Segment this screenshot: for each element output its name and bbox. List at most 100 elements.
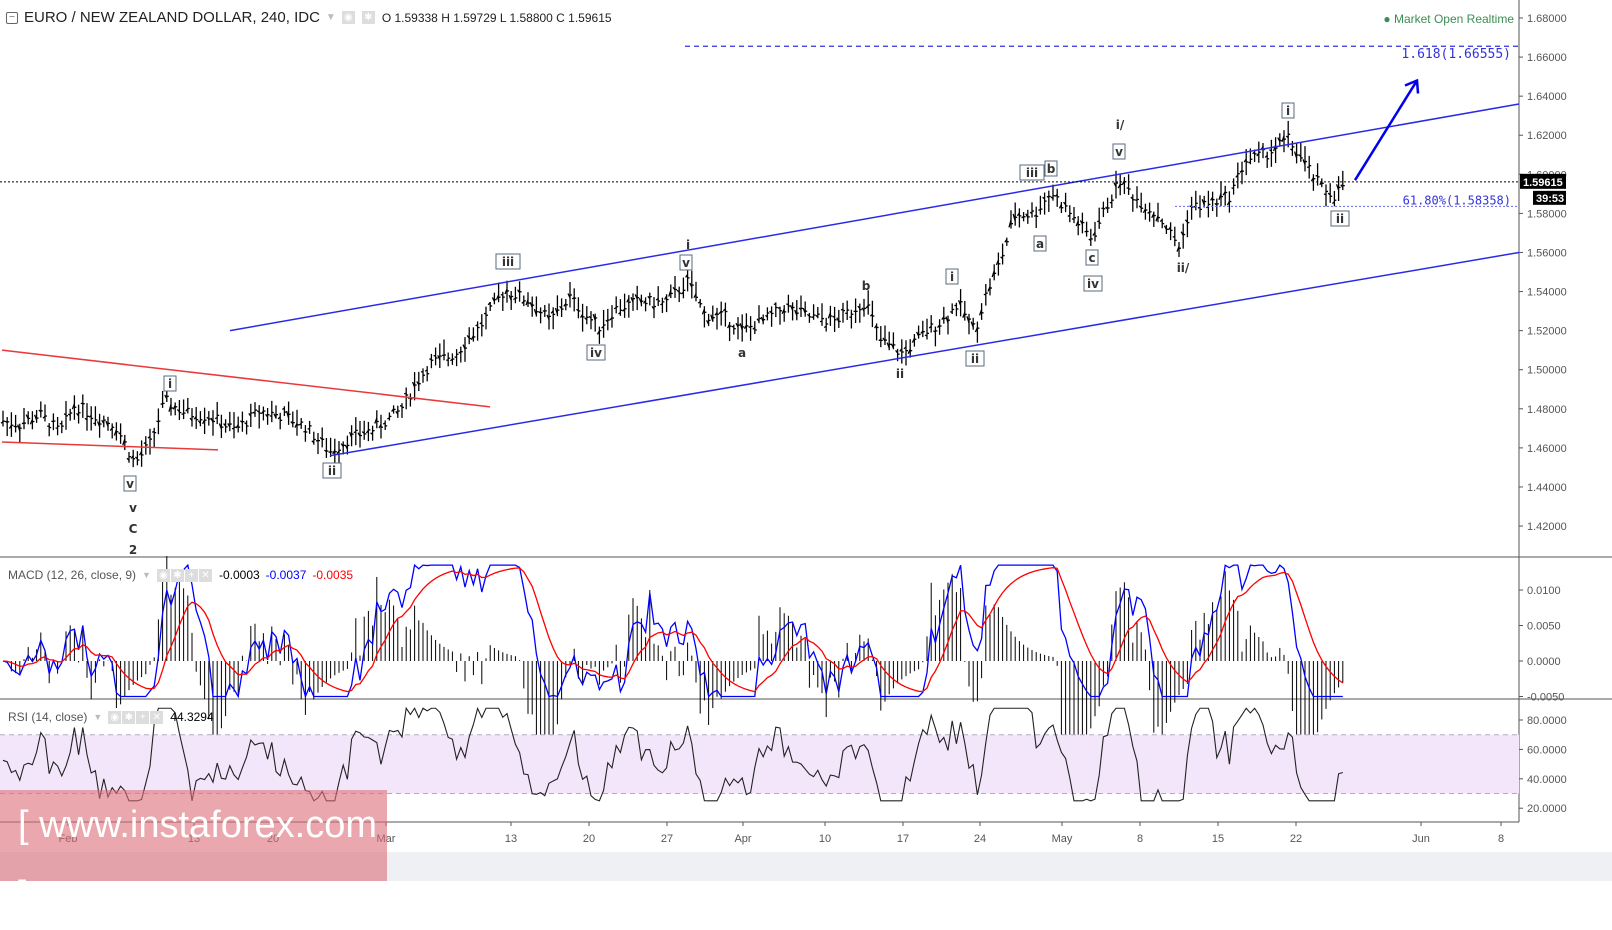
- time-tick-label: 13: [505, 833, 517, 845]
- wave-text: iv: [590, 346, 602, 360]
- plus-icon[interactable]: +: [136, 711, 149, 724]
- wave-label: ii: [896, 367, 904, 381]
- chevron-down-icon[interactable]: ▼: [326, 12, 336, 23]
- macd-tick-label: 0.0000: [1527, 656, 1561, 668]
- wave-text: b: [862, 279, 871, 293]
- wave-label: c: [1086, 250, 1098, 265]
- wave-label: i: [946, 269, 958, 284]
- market-status: ● Market Open Realtime: [1383, 12, 1514, 26]
- open-tick: [1097, 221, 1099, 222]
- wave-text: v: [126, 477, 134, 491]
- chevron-down-icon[interactable]: ▼: [142, 570, 151, 580]
- open-tick: [354, 432, 356, 433]
- open-tick: [543, 311, 545, 312]
- chart-stage: 1.680001.660001.640001.620001.600001.580…: [0, 0, 1612, 881]
- open-tick: [1198, 207, 1200, 208]
- rsi-tick-label: 40.0000: [1527, 774, 1567, 786]
- time-tick-label: 8: [1137, 833, 1143, 845]
- price-tick-label: 1.54000: [1527, 287, 1567, 299]
- wave-label: a: [738, 346, 746, 360]
- open-tick: [161, 404, 163, 405]
- watermark: [ www.instaforex.com ]: [0, 790, 387, 881]
- rsi-legend: RSI (14, close) ▼ ◉✱+✕ 44.3294: [8, 709, 214, 724]
- fib-618-label: 61.80%(1.58358): [1403, 193, 1511, 207]
- gear-icon[interactable]: ✱: [362, 11, 375, 24]
- wave-text: i: [950, 270, 954, 284]
- wave-label: b: [862, 279, 871, 293]
- wave-label: iii: [1020, 165, 1044, 180]
- time-tick-label: Jun: [1412, 833, 1430, 845]
- wave-label: b: [1045, 161, 1057, 176]
- eye-icon[interactable]: ◉: [342, 11, 355, 24]
- macd-tick-label: -0.0050: [1527, 692, 1564, 704]
- price-tick-label: 1.48000: [1527, 404, 1567, 416]
- gear-icon[interactable]: ✱: [122, 711, 135, 724]
- macd-signal-value: -0.0035: [312, 568, 353, 582]
- gear-icon[interactable]: ✱: [171, 569, 184, 582]
- time-tick-label: 27: [661, 833, 673, 845]
- wave-text: ii/: [1177, 261, 1190, 275]
- chevron-down-icon[interactable]: ▼: [93, 712, 102, 722]
- wave-label: v: [124, 476, 136, 491]
- open-tick: [215, 418, 217, 419]
- wave-text: v: [682, 256, 690, 270]
- collapse-icon[interactable]: −: [6, 12, 18, 24]
- close-icon[interactable]: ✕: [199, 569, 212, 582]
- rsi-label[interactable]: RSI (14, close): [8, 710, 87, 724]
- price-tick-label: 1.42000: [1527, 521, 1567, 533]
- time-tick-label: 15: [1212, 833, 1224, 845]
- wave-text: iii: [502, 255, 514, 269]
- open-tick: [786, 304, 788, 305]
- eye-icon[interactable]: ◉: [157, 569, 170, 582]
- wave-text: a: [738, 346, 746, 360]
- price-tick-label: 1.50000: [1527, 365, 1567, 377]
- macd-tick-label: 0.0050: [1527, 621, 1561, 633]
- close-icon[interactable]: ✕: [150, 711, 163, 724]
- open-tick: [182, 414, 184, 415]
- macd-label[interactable]: MACD (12, 26, close, 9): [8, 568, 136, 582]
- wave-text: iii: [1026, 166, 1038, 180]
- symbol-title[interactable]: EURO / NEW ZEALAND DOLLAR, 240, IDC: [24, 9, 320, 26]
- open-tick: [1110, 202, 1112, 203]
- status-dot-icon: ●: [1383, 12, 1390, 26]
- rsi-value: 44.3294: [170, 710, 213, 724]
- open-tick: [81, 403, 83, 404]
- open-tick: [1034, 215, 1036, 216]
- wave-text: iv: [1087, 277, 1099, 291]
- price-tick-label: 1.46000: [1527, 443, 1567, 455]
- wave-text: c: [1088, 251, 1095, 265]
- price-tick-label: 1.66000: [1527, 52, 1567, 64]
- open-tick: [812, 317, 814, 318]
- wave-text: v: [129, 501, 137, 515]
- eye-icon[interactable]: ◉: [108, 711, 121, 724]
- wave-label: i: [164, 376, 176, 391]
- time-tick-label: May: [1052, 833, 1073, 845]
- market-status-label: Market Open Realtime: [1394, 12, 1514, 26]
- price-tick-label: 1.58000: [1527, 208, 1567, 220]
- open-tick: [144, 443, 146, 444]
- open-tick: [749, 327, 751, 328]
- wave-label: C: [129, 522, 138, 536]
- open-tick: [387, 418, 389, 419]
- wave-label: a: [1034, 236, 1046, 251]
- open-tick: [774, 304, 776, 305]
- open-tick: [22, 423, 24, 424]
- ohlc-values: O 1.59338 H 1.59729 L 1.58800 C 1.59615: [382, 11, 612, 25]
- price-tick-label: 1.56000: [1527, 247, 1567, 259]
- macd-legend: MACD (12, 26, close, 9) ▼ ◉✱+✕ -0.0003 -…: [8, 567, 353, 582]
- wave-text: C: [129, 522, 138, 536]
- open-tick: [60, 423, 62, 424]
- wave-label: i: [686, 238, 690, 252]
- open-tick: [455, 357, 457, 358]
- wave-text: v: [1115, 145, 1123, 159]
- wave-label: iv: [1084, 276, 1102, 291]
- wave-label: v: [1113, 144, 1125, 159]
- plus-icon[interactable]: +: [185, 569, 198, 582]
- price-tick-label: 1.62000: [1527, 130, 1567, 142]
- macd-line-value: -0.0037: [266, 568, 307, 582]
- wave-text: ii: [896, 367, 904, 381]
- wave-label: ii/: [1177, 261, 1190, 275]
- countdown-label: 39:53: [1536, 193, 1564, 205]
- chart-canvas[interactable]: 1.680001.660001.640001.620001.600001.580…: [0, 0, 1612, 881]
- wave-text: a: [1036, 237, 1044, 251]
